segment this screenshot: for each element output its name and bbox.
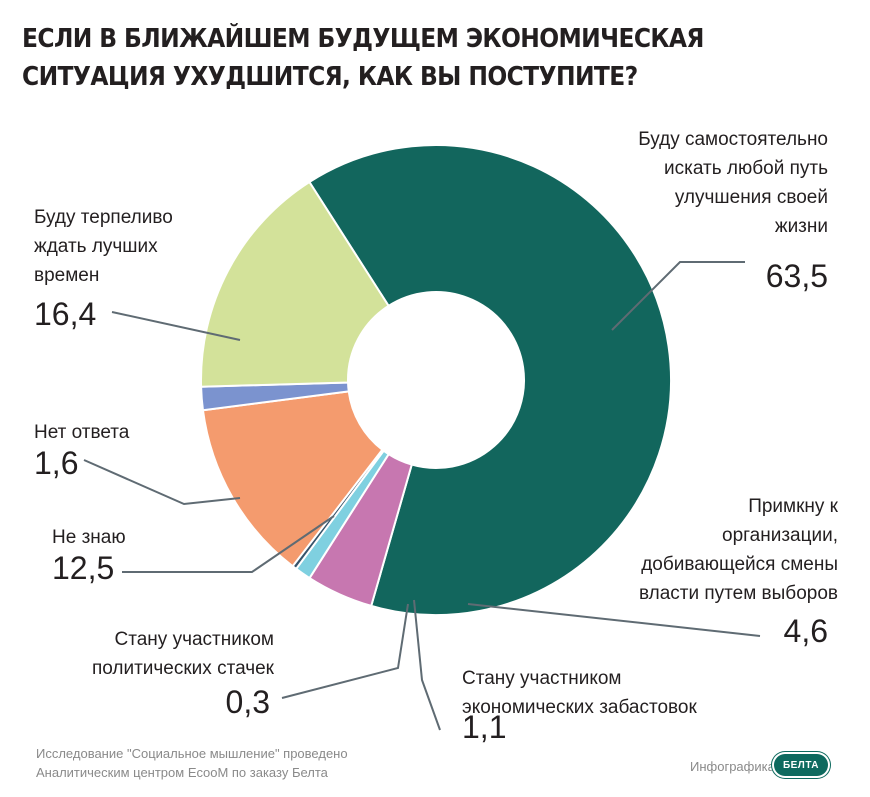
slice-value-5: 12,5 [52, 550, 114, 586]
leader-line-2 [467, 603, 761, 637]
pie-slice-1 [308, 144, 672, 616]
slice-label-2-line-4: власти путем выборов [639, 583, 838, 604]
slice-value-7: 16,4 [34, 296, 96, 332]
slice-label-4-line-1: Стану участником [115, 629, 274, 650]
donut-slices [200, 144, 672, 616]
slice-label-7-line-3: времен [34, 265, 99, 286]
leader-line-6 [83, 459, 241, 506]
slice-label-6-line-1: Нет ответа [34, 422, 130, 443]
chart-title-line-2: СИТУАЦИЯ УХУДШИТСЯ, КАК ВЫ ПОСТУПИТЕ? [22, 62, 638, 92]
slice-label-1-line-2: искать любой путь [664, 158, 828, 179]
leader-line-3 [413, 599, 441, 731]
infographic-credit: Инфографика [690, 759, 775, 774]
slice-value-2: 4,6 [784, 613, 828, 649]
chart-title-line-1: ЕСЛИ В БЛИЖАЙШЕМ БУДУЩЕМ ЭКОНОМИЧЕСКАЯ [22, 24, 704, 54]
slice-label-5-line-1: Не знаю [52, 527, 126, 548]
pie-slice-7 [200, 180, 390, 388]
slice-label-2-line-2: организации, [722, 525, 838, 546]
leader-lines [83, 261, 761, 731]
slice-value-6: 1,6 [34, 445, 78, 481]
leader-line-7 [111, 311, 241, 341]
belta-logo: БЕЛТА [772, 752, 830, 778]
slice-value-3: 1,1 [462, 709, 506, 745]
slice-label-1-line-3: улучшения своей [675, 187, 828, 208]
chart-title: ЕСЛИ В БЛИЖАЙШЕМ БУДУЩЕМ ЭКОНОМИЧЕСКАЯ С… [22, 20, 852, 96]
slice-label-1-line-1: Буду самостоятельно [638, 129, 828, 150]
leader-line-1 [611, 261, 745, 331]
slice-label-4-line-2: политических стачек [92, 658, 275, 679]
slice-label-1-line-4: жизни [775, 216, 828, 237]
slice-value-4: 0,3 [226, 684, 270, 720]
slice-label-3-line-1: Стану участником [462, 668, 621, 689]
slice-label-7-line-2: ждать лучших [34, 236, 158, 257]
slice-labels: Буду самостоятельно искать любой путь улуч… [34, 129, 839, 745]
source-note-line-1: Исследование "Социальное мышление" прове… [36, 746, 348, 761]
pie-slice-5 [201, 390, 384, 568]
slice-label-7-line-1: Буду терпеливо [34, 207, 173, 228]
slice-label-2-line-3: добивающейся смены [641, 554, 838, 575]
slice-value-1: 63,5 [766, 258, 828, 294]
slice-label-3-line-2: экономических забастовок [462, 697, 697, 718]
leader-line-4 [281, 603, 409, 699]
leader-line-5 [122, 515, 335, 573]
source-note: Исследование "Социальное мышление" прове… [36, 744, 348, 782]
source-note-line-2: Аналитическим центром EcooM по заказу Бе… [36, 765, 328, 780]
slice-label-2-line-1: Примкну к [748, 496, 838, 517]
